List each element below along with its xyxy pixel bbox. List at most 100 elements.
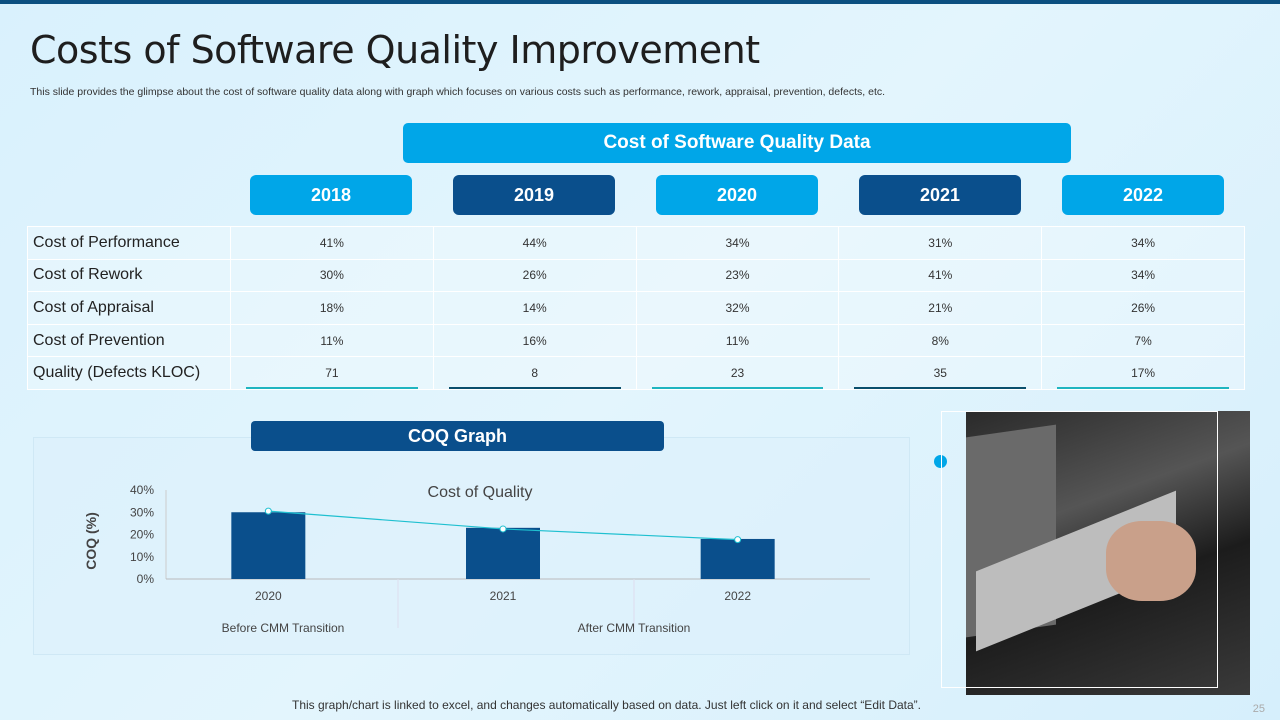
table-cell: 7% (1041, 323, 1245, 358)
cell-underline (651, 386, 824, 389)
bar (700, 538, 775, 579)
cell-value: 16% (522, 333, 547, 348)
table-cell: 32% (635, 291, 840, 325)
x-tick-label: 2022 (724, 589, 751, 603)
cell-value: 23 (730, 366, 745, 381)
coq-chart: 0% 10% 20% 30% 40% Cost of Quality COQ (%) 2020… (83, 483, 870, 635)
year-header-2019: 2019 (453, 175, 615, 215)
trend-point (499, 525, 507, 533)
table-row: Cost of Prevention 11% 16% 11% 8% 7% (27, 323, 1245, 358)
cell-value: 18% (319, 300, 344, 315)
x-tick-label: 2020 (255, 589, 282, 603)
cell-value: 11% (320, 333, 344, 348)
group-label: After CMM Transition (578, 621, 691, 635)
cell-value: 26% (522, 268, 547, 283)
cell-underline (854, 386, 1027, 389)
cell-value: 44% (522, 235, 547, 250)
cell-value: 26% (1131, 300, 1156, 315)
footer-note: This graph/chart is linked to excel, and… (292, 698, 921, 712)
table-cell: 35 (838, 356, 1043, 390)
cell-value: 23% (725, 268, 750, 283)
table-cell: 23 (635, 356, 840, 390)
trend-point (734, 536, 742, 544)
table-cell: 41% (838, 258, 1043, 293)
table-cell: 17% (1041, 356, 1245, 390)
year-header-2022: 2022 (1062, 175, 1224, 215)
bar (231, 512, 306, 579)
y-tick-label: 20% (130, 528, 154, 542)
year-header-2021: 2021 (859, 175, 1021, 215)
group-label: Before CMM Transition (222, 621, 345, 635)
table-cell: 11% (635, 323, 840, 358)
page-title: Costs of Software Quality Improvement (30, 28, 760, 72)
cell-value: 34% (1131, 235, 1156, 250)
year-header-2018: 2018 (250, 175, 412, 215)
row-label: Cost of Performance (27, 226, 231, 260)
y-tick-label: 10% (130, 550, 154, 564)
table-row: Cost of Appraisal 18% 14% 32% 21% 26% (27, 291, 1245, 325)
cell-underline (448, 386, 621, 389)
cell-value: 14% (522, 300, 547, 315)
cell-value: 71 (325, 366, 339, 381)
cell-value: 30% (319, 268, 344, 283)
table-cell: 26% (1041, 291, 1245, 325)
y-tick-label: 30% (130, 505, 154, 519)
table-row: Cost of Rework 30% 26% 23% 41% 34% (27, 258, 1245, 293)
table-cell: 26% (432, 258, 637, 293)
chart-container: 0% 10% 20% 30% 40% Cost of Quality COQ (%) 2020… (33, 437, 910, 655)
year-header-2020: 2020 (656, 175, 818, 215)
table-row: Cost of Performance 41% 44% 34% 31% 34% (27, 226, 1245, 260)
table-cell: 21% (838, 291, 1043, 325)
cell-underline (1057, 386, 1229, 389)
photo-frame (941, 411, 1218, 688)
cell-value: 8 (531, 366, 539, 381)
table-cell: 18% (230, 291, 434, 325)
cell-value: 31% (928, 235, 953, 250)
y-axis-label: COQ (%) (83, 512, 99, 570)
bar (466, 527, 540, 579)
y-tick-label: 0% (137, 572, 155, 586)
cell-value: 17% (1131, 366, 1156, 381)
cell-value: 41% (319, 235, 344, 250)
cell-value: 34% (1131, 268, 1156, 283)
cell-value: 41% (928, 268, 953, 283)
y-tick-label: 40% (130, 483, 154, 497)
table-cell: 30% (230, 258, 434, 293)
table-cell: 8% (838, 323, 1043, 358)
cell-value: 21% (928, 300, 953, 315)
x-tick-label: 2021 (490, 589, 517, 603)
table-cell: 31% (838, 226, 1043, 260)
trend-point (264, 507, 272, 515)
cell-value: 32% (725, 300, 750, 315)
cost-table: Cost of Performance 41% 44% 34% 31% 34% Cost o… (27, 226, 1245, 390)
chart-title: Cost of Quality (428, 484, 533, 501)
table-cell: 8 (432, 356, 637, 390)
page-subtitle: This slide provides the glimpse about th… (30, 86, 886, 98)
cell-value: 11% (725, 333, 750, 348)
cell-value: 7% (1134, 333, 1152, 348)
page-number: 25 (1252, 703, 1265, 715)
table-cell: 44% (432, 226, 637, 260)
row-label: Quality (Defects KLOC) (27, 356, 231, 390)
laptop-photo (966, 411, 1250, 695)
top-bar (0, 0, 1280, 4)
table-cell: 41% (230, 226, 434, 260)
row-label: Cost of Prevention (27, 323, 231, 358)
row-label: Cost of Appraisal (27, 291, 231, 325)
table-cell: 23% (635, 258, 840, 293)
cell-value: 8% (931, 333, 949, 348)
cell-value: 34% (725, 235, 750, 250)
table-cell: 34% (635, 226, 840, 260)
table-cell: 34% (1041, 226, 1245, 260)
cell-underline (246, 386, 418, 389)
table-cell: 16% (432, 323, 637, 358)
table-cell: 11% (230, 323, 434, 358)
cell-value: 35 (933, 366, 947, 381)
table-cell: 71 (230, 356, 434, 390)
table-row: Quality (Defects KLOC) 71 8 23 35 17% (27, 356, 1245, 390)
coq-graph-label: COQ Graph (251, 421, 664, 451)
decorative-dot (934, 455, 947, 468)
table-cell: 14% (432, 291, 637, 325)
table-cell: 34% (1041, 258, 1245, 293)
table-banner: Cost of Software Quality Data (403, 123, 1071, 163)
